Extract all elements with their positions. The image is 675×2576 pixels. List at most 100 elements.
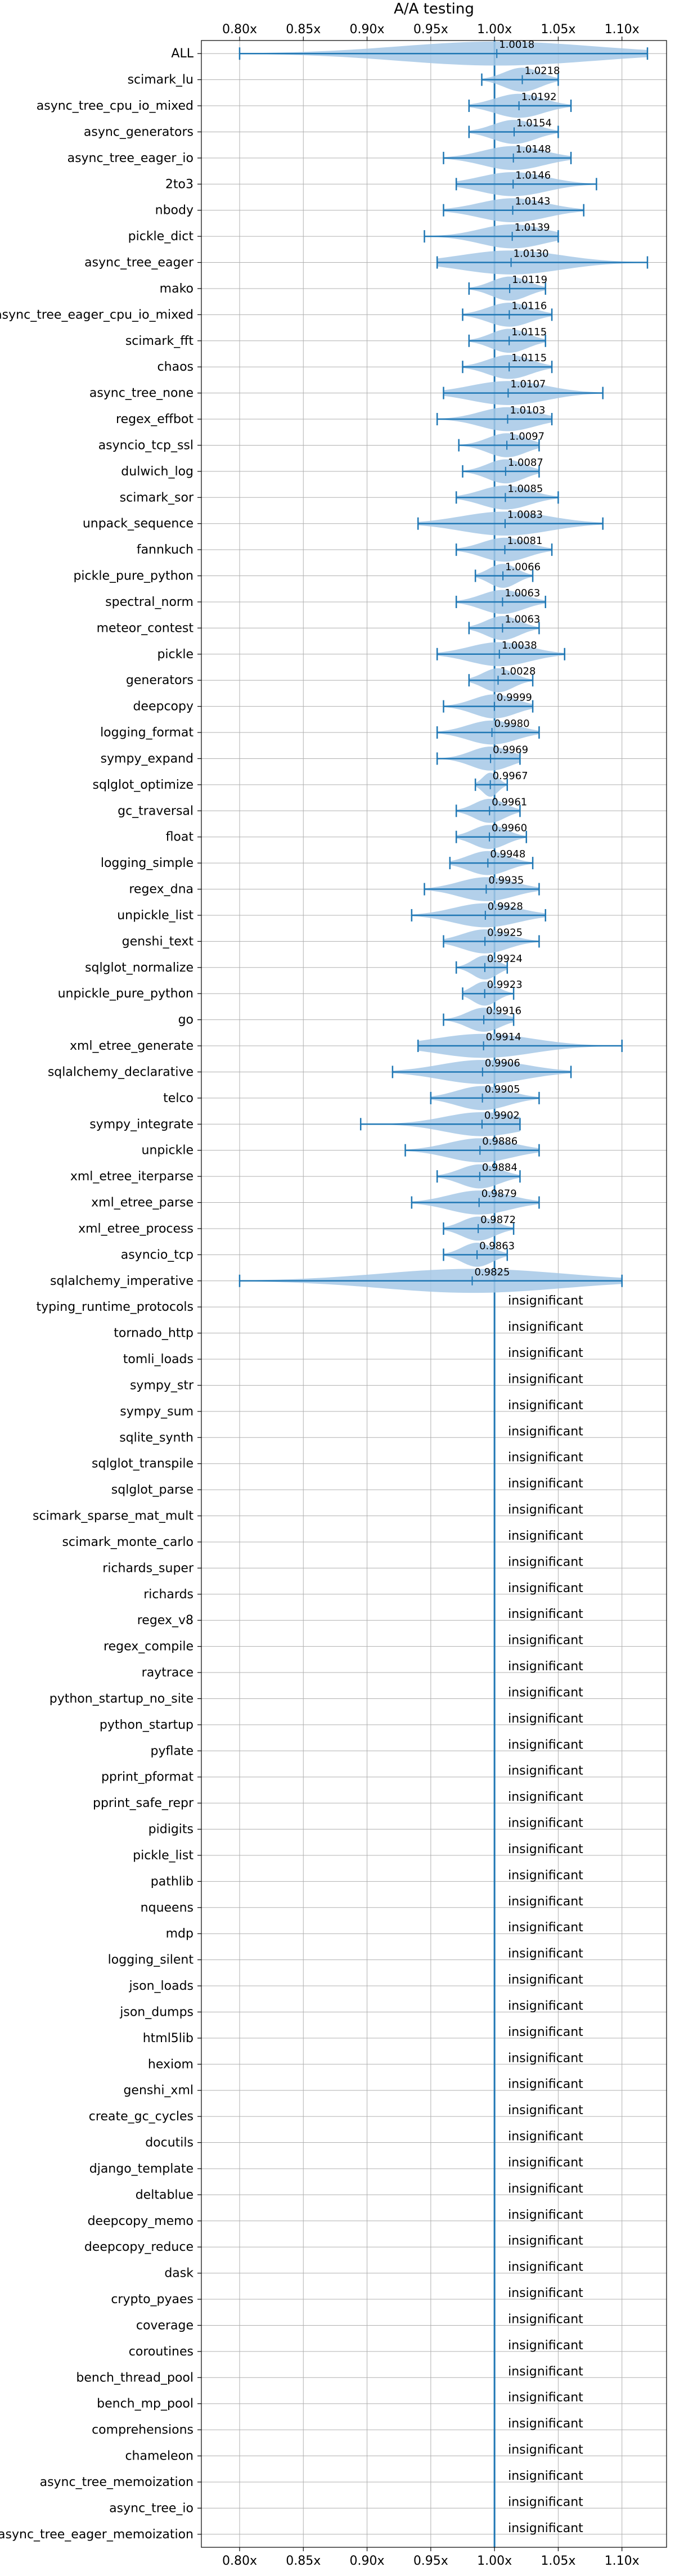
violin-scimark_sor: 1.0085 xyxy=(455,483,559,510)
insignificant-label: insignificant xyxy=(508,2495,583,2509)
insignificant-label: insignificant xyxy=(508,2443,583,2457)
benchmark-label: raytrace xyxy=(142,1666,194,1680)
insignificant-label: insignificant xyxy=(508,2103,583,2118)
insignificant-label: insignificant xyxy=(508,1685,583,1700)
violin-logging_format: 0.9980 xyxy=(436,718,540,745)
violin-telco: 0.9905 xyxy=(430,1084,540,1111)
violin-mako: 1.0119 xyxy=(468,274,547,301)
insignificant-label: insignificant xyxy=(508,1999,583,2013)
benchmark-label: bench_thread_pool xyxy=(76,2371,194,2385)
insignificant-label: insignificant xyxy=(508,1817,583,1831)
benchmark-label: ALL xyxy=(171,47,194,61)
violin-sqlalchemy_declarative: 0.9906 xyxy=(392,1057,572,1084)
mean-annotation: 1.0146 xyxy=(515,169,551,181)
benchmark-label: pyflate xyxy=(151,1744,194,1758)
violin-async_tree_cpu_io_mixed: 1.0192 xyxy=(468,91,572,118)
insignificant-label: insignificant xyxy=(508,1477,583,1491)
insignificant-label: insignificant xyxy=(508,1529,583,1543)
benchmark-label: deepcopy_memo xyxy=(88,2214,194,2228)
violin-async_tree_eager_cpu_io_mixed: 1.0116 xyxy=(462,300,553,327)
insignificant-label: insignificant xyxy=(508,1451,583,1465)
benchmark-label: spectral_norm xyxy=(105,595,194,609)
benchmark-label: scimark_sparse_mat_mult xyxy=(33,1509,194,1523)
benchmark-label: logging_silent xyxy=(108,1953,194,1967)
benchmark-label: coverage xyxy=(136,2318,194,2332)
violin-unpickle: 0.9886 xyxy=(404,1136,540,1163)
mean-annotation: 1.0085 xyxy=(507,483,543,494)
benchmark-label: unpickle_list xyxy=(117,909,194,923)
benchmark-label: crypto_pyaes xyxy=(111,2292,194,2307)
violin-unpack_sequence: 1.0083 xyxy=(417,509,604,536)
violin-asyncio_tcp: 0.9863 xyxy=(443,1240,515,1267)
mean-annotation: 0.9925 xyxy=(487,927,523,938)
violin-scimark_fft: 1.0115 xyxy=(468,326,547,353)
mean-annotation: 0.9961 xyxy=(492,796,527,808)
mean-annotation: 1.0081 xyxy=(507,535,542,547)
mean-annotation: 1.0116 xyxy=(511,300,547,312)
benchmark-label: async_tree_memoization xyxy=(40,2475,194,2489)
benchmark-label: sympy_integrate xyxy=(89,1117,194,1131)
mean-annotation: 1.0063 xyxy=(505,613,540,625)
violin-async_tree_eager_io: 1.0148 xyxy=(443,143,572,170)
benchmark-label: json_dumps xyxy=(119,2005,194,2019)
benchmark-label: django_template xyxy=(89,2162,194,2176)
x-tick-label-bottom: 0.85x xyxy=(286,2554,321,2568)
benchmark-label: deltablue xyxy=(136,2188,194,2202)
benchmark-label: scimark_fft xyxy=(125,334,194,348)
benchmark-label: sympy_expand xyxy=(101,752,194,766)
mean-annotation: 0.9884 xyxy=(482,1162,518,1174)
benchmark-label: xml_etree_parse xyxy=(91,1196,194,1210)
insignificant-label: insignificant xyxy=(508,2417,583,2431)
violin-regex_dna: 0.9935 xyxy=(424,875,540,901)
x-tick-label-top: 0.85x xyxy=(286,23,321,37)
mean-annotation: 1.0192 xyxy=(521,91,557,103)
insignificant-label: insignificant xyxy=(508,2339,583,2353)
violin-genshi_text: 0.9925 xyxy=(443,927,540,954)
mean-annotation: 0.9924 xyxy=(487,953,523,965)
x-tick-label-top: 0.95x xyxy=(413,23,448,37)
benchmark-label: python_startup xyxy=(100,1718,194,1732)
mean-annotation: 0.9886 xyxy=(482,1136,518,1148)
insignificant-label: insignificant xyxy=(508,1764,583,1778)
mean-annotation: 0.9914 xyxy=(486,1031,521,1043)
insignificant-label: insignificant xyxy=(508,2208,583,2222)
mean-annotation: 1.0107 xyxy=(510,379,546,390)
benchmark-label: deepcopy xyxy=(133,700,194,714)
mean-annotation: 0.9902 xyxy=(484,1109,520,1121)
benchmark-label: regex_dna xyxy=(129,883,194,897)
benchmark-label: sqlglot_optimize xyxy=(93,778,194,792)
insignificant-label: insignificant xyxy=(508,1738,583,1752)
benchmark-label: richards_super xyxy=(102,1561,194,1575)
insignificant-label: insignificant xyxy=(508,1660,583,1674)
violin-fannkuch: 1.0081 xyxy=(455,535,553,562)
benchmark-label: json_loads xyxy=(129,1979,194,1993)
insignificant-label: insignificant xyxy=(508,1790,583,1804)
mean-annotation: 0.9980 xyxy=(494,718,530,730)
benchmark-label: regex_compile xyxy=(104,1640,194,1654)
mean-annotation: 0.9906 xyxy=(485,1057,520,1069)
x-tick-label-top: 0.80x xyxy=(222,23,257,37)
violin-gc_traversal: 0.9961 xyxy=(455,796,527,823)
benchmark-label: comprehensions xyxy=(92,2423,194,2437)
benchmark-label: unpickle_pure_python xyxy=(58,987,194,1001)
violin-xml_etree_parse: 0.9879 xyxy=(411,1188,540,1215)
mean-annotation: 0.9999 xyxy=(497,692,532,704)
violin-sympy_expand: 0.9969 xyxy=(436,744,528,771)
insignificant-label: insignificant xyxy=(508,2312,583,2326)
benchmark-label: sqlalchemy_declarative xyxy=(48,1065,194,1079)
insignificant-label: insignificant xyxy=(508,2025,583,2039)
insignificant-label: insignificant xyxy=(508,1581,583,1595)
benchmark-label: dulwich_log xyxy=(121,465,194,479)
violin-chaos: 1.0115 xyxy=(462,352,553,379)
violin-xml_etree_iterparse: 0.9884 xyxy=(436,1162,521,1189)
mean-annotation: 0.9923 xyxy=(487,979,523,991)
benchmark-label: tomli_loads xyxy=(123,1352,194,1366)
benchmark-label: sqlite_synth xyxy=(119,1431,194,1445)
benchmark-label: nqueens xyxy=(141,1901,194,1915)
mean-annotation: 1.0143 xyxy=(515,196,551,208)
mean-annotation: 0.9905 xyxy=(485,1084,520,1095)
violin-sqlglot_optimize: 0.9967 xyxy=(474,770,528,797)
insignificant-label: insignificant xyxy=(508,1634,583,1648)
insignificant-label: insignificant xyxy=(508,1399,583,1413)
